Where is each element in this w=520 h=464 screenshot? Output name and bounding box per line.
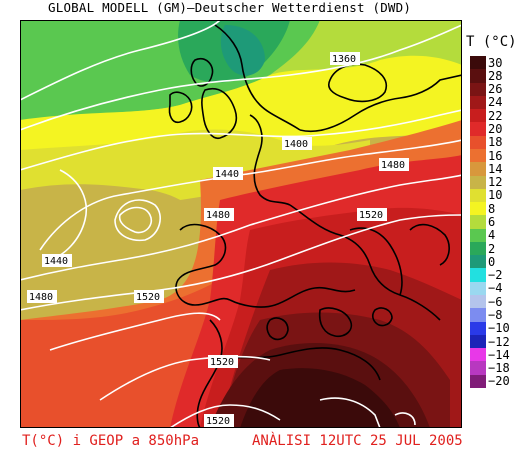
color-scale-swatch [470,374,486,389]
color-scale-swatch [470,215,486,230]
color-scale-label: 8 [488,201,496,216]
color-scale-label: 28 [488,68,503,83]
contour-label: 1360 [332,54,356,65]
color-scale-swatch [470,348,486,362]
contour-label-bg [204,414,234,427]
contour-label-bg [42,254,72,267]
color-scale-swatch [470,321,486,336]
color-scale-label: 2 [488,241,496,256]
color-scale-label: −2 [488,268,503,283]
color-scale-label: 12 [488,175,503,190]
color-scale-swatch [470,122,486,137]
color-scale-labels: 30 28 26 24 22 20 18 16 14 12 10 8 6 4 2 0 −2 −4 −6 −8 −10 −1… [488,56,518,388]
color-scale-swatch [470,361,486,376]
contour-label-bg [27,290,57,303]
color-scale-swatch [470,268,486,283]
color-scale-label: −18 [488,361,510,376]
contour-label-bg [213,167,243,180]
contour-label: 1520 [136,292,160,303]
contour-label: 1480 [29,292,53,303]
color-scale-label: 20 [488,122,503,137]
footer-analysis-time: ANÀLISI 12UTC 25 JUL 2005 [252,433,463,449]
contour-label: 1440 [44,256,68,267]
color-scale-swatch [470,241,486,256]
color-scale-label: −8 [488,307,503,322]
map-title: GLOBAL MODELL (GM)–Deutscher Wetterdiens… [48,0,412,15]
region-coldest [220,25,265,76]
color-scale-swatch [470,135,486,150]
contour-label: 1480 [381,160,405,171]
color-scale-label: 14 [488,161,503,176]
color-scale-swatch [470,148,486,163]
color-scale [470,56,486,389]
contour-label: 1520 [359,210,383,221]
contour-label-bg [357,208,387,221]
color-scale-label: −6 [488,294,503,309]
color-scale-swatch [470,95,486,110]
contour-label-bg [282,137,312,150]
color-scale-swatch [470,69,486,84]
color-scale-swatch [470,188,486,203]
color-scale-swatch [470,255,486,269]
temperature-map: 1360 1400 1440 1480 1520 1480 1520 1440 … [20,20,462,428]
color-scale-label: −20 [488,374,510,389]
color-scale-label: 10 [488,188,503,203]
contour-label-bg [204,208,234,221]
contour-label-bg [134,290,164,303]
region-warm [20,184,210,310]
map-frame [20,20,462,428]
contour-label-bg [330,52,360,65]
color-scale-swatch [470,162,486,176]
contour-label: 1400 [284,139,308,150]
color-scale-label: −14 [488,347,510,362]
color-scale-swatch [470,281,486,296]
contour-label-bg [379,158,409,171]
color-scale-label: −4 [488,281,503,296]
color-scale-label: 18 [488,135,503,150]
color-scale-swatch [470,295,486,309]
footer-variable: T(°C) i GEOP a 850hPa [22,433,200,449]
color-scale-swatch [470,308,486,323]
color-scale-swatch [470,82,486,97]
color-scale-label: 30 [488,55,503,70]
color-scale-label: 22 [488,108,503,123]
contour-label: 1520 [210,357,234,368]
color-scale-label: 24 [488,95,503,110]
color-scale-swatch [470,202,486,216]
contour-labels: 1360 1400 1440 1480 1520 1480 1520 1440 … [27,52,409,427]
color-scale-label: 26 [488,82,503,97]
color-scale-label: −12 [488,334,510,349]
color-scale-swatch [470,175,486,190]
color-scale-label: −10 [488,321,510,336]
contour-label: 1480 [206,210,230,221]
legend-title: T (°C) [466,34,517,50]
color-scale-label: 0 [488,254,496,269]
color-scale-swatch [470,228,486,243]
contour-label: 1440 [215,169,239,180]
color-scale-swatch [470,334,486,349]
contour-label-bg [208,355,238,368]
color-scale-label: 16 [488,148,503,163]
color-scale-label: 4 [488,228,496,243]
region-extreme-4 [240,368,400,428]
color-scale-swatch [470,109,486,123]
contour-label: 1520 [206,416,230,427]
color-scale-swatch [470,56,486,70]
color-scale-label: 6 [488,215,496,229]
